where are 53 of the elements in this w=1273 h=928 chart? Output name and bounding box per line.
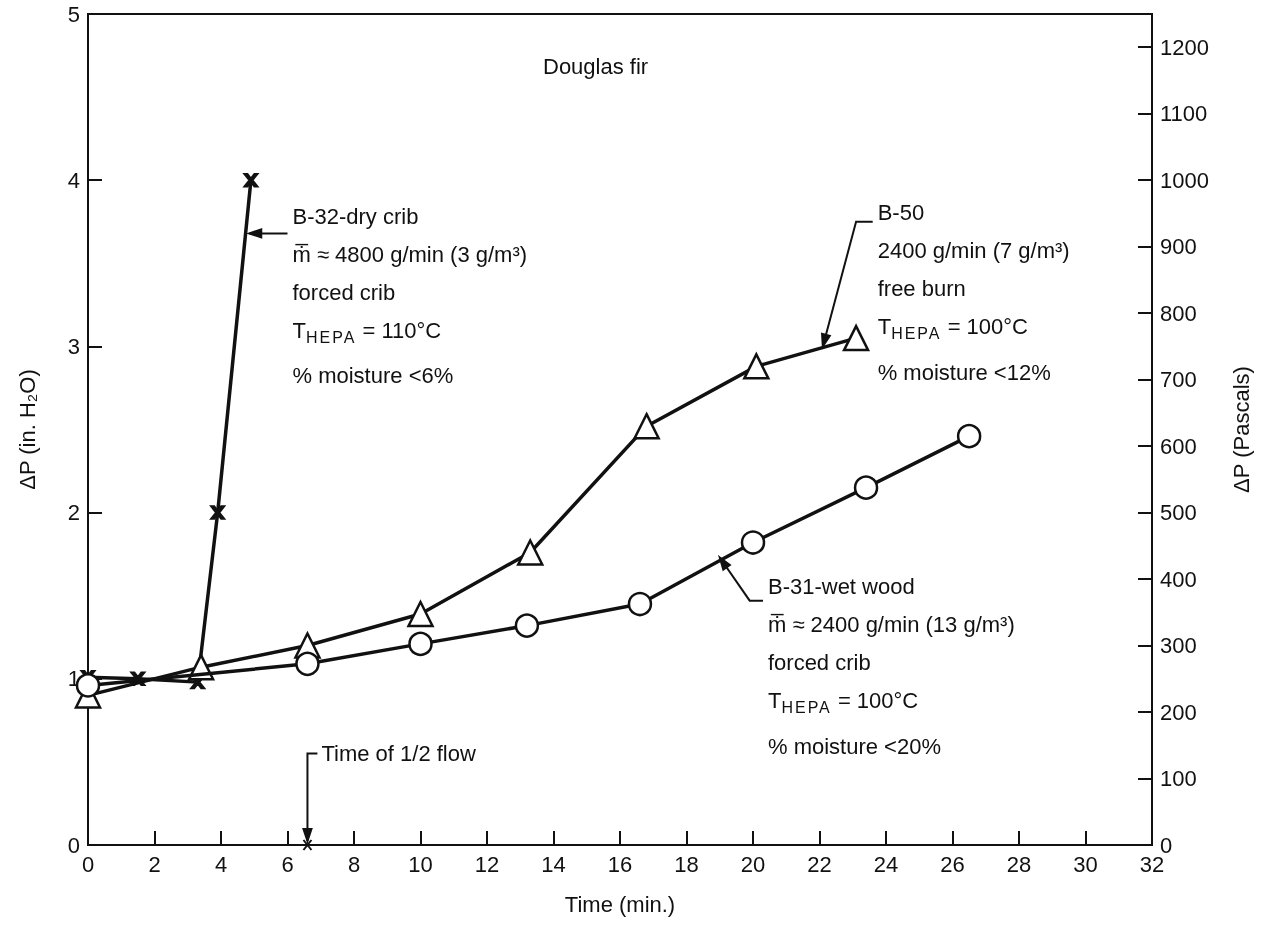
- x-tick-label: 20: [740, 851, 766, 877]
- x-tick-label: 26: [940, 851, 965, 877]
- annotation: % moisture <12%: [877, 358, 1052, 387]
- annotation: % moisture <20%: [767, 732, 942, 761]
- y2-tick-label: 300: [1160, 633, 1197, 659]
- text: Douglas fir: [543, 53, 649, 79]
- x-tick-label: 30: [1073, 851, 1098, 877]
- y2-tick-label: 600: [1160, 433, 1197, 459]
- x-tick-label: 24: [873, 851, 899, 877]
- annotation: T$_{HEPA}$ = 110°C: [292, 316, 443, 349]
- y-tick-label: 4: [67, 167, 80, 193]
- x-tick-label: 6: [281, 851, 294, 877]
- x-tick-label: 12: [474, 851, 500, 877]
- y-tick-label: 3: [67, 333, 80, 359]
- y2-tick-label: 1100: [1160, 101, 1208, 127]
- y2-tick-label: 400: [1160, 566, 1197, 592]
- annotation: ṁ̅ ≈ 2400 g/min (13 g/m³): [767, 611, 1015, 640]
- y2-axis-title: ΔP (Pascals): [1228, 366, 1254, 493]
- x-axis-title: Time (min.): [564, 891, 676, 917]
- y2-tick-label: 0: [1160, 832, 1173, 858]
- x-tick-label: 28: [1006, 851, 1032, 877]
- x-tick-label: 4: [214, 851, 228, 877]
- x-tick-label: 8: [347, 851, 361, 877]
- y-tick-label: 0: [67, 832, 80, 858]
- x-tick-label: 10: [408, 851, 433, 877]
- x-tick-label: 18: [674, 851, 699, 877]
- y2-tick-label: 900: [1160, 234, 1197, 260]
- x-tick-label: 2: [148, 851, 161, 877]
- annotation: B-50: [877, 199, 926, 228]
- annotation: % moisture <6%: [292, 362, 455, 391]
- y-axis-title: ΔP (in. H₂O): [14, 369, 40, 490]
- y2-tick-label: 100: [1160, 766, 1197, 792]
- y2-tick-label: 800: [1160, 300, 1197, 326]
- annotation: forced crib: [767, 649, 872, 678]
- annotation: forced crib: [292, 278, 397, 307]
- annotation: B-31-wet wood: [767, 573, 916, 602]
- y-tick-label: 2: [67, 500, 80, 526]
- x-tick-label: 22: [807, 851, 832, 877]
- annotation: T$_{HEPA}$ = 100°C: [767, 687, 920, 719]
- y-tick-label: 5: [67, 1, 80, 27]
- y2-tick-label: 200: [1160, 699, 1197, 725]
- y2-tick-label: 1200: [1160, 34, 1209, 60]
- y2-tick-label: 500: [1160, 500, 1197, 526]
- x-tick-label: 14: [541, 851, 566, 877]
- x-tick-label: 16: [607, 851, 633, 877]
- y2-tick-label: 1000: [1160, 167, 1209, 193]
- annotation: Time of 1/2 flow: [321, 739, 476, 768]
- annotation: ṁ̅ ≈ 4800 g/min (3 g/m³): [292, 240, 528, 269]
- annotation: 2400 g/min (7 g/m³): [877, 237, 1070, 266]
- annotation: free burn: [877, 275, 967, 304]
- annotation: B-32-dry crib: [292, 202, 420, 231]
- y2-tick-label: 700: [1160, 367, 1197, 393]
- annotation: T$_{HEPA}$ = 100°C: [877, 313, 1029, 345]
